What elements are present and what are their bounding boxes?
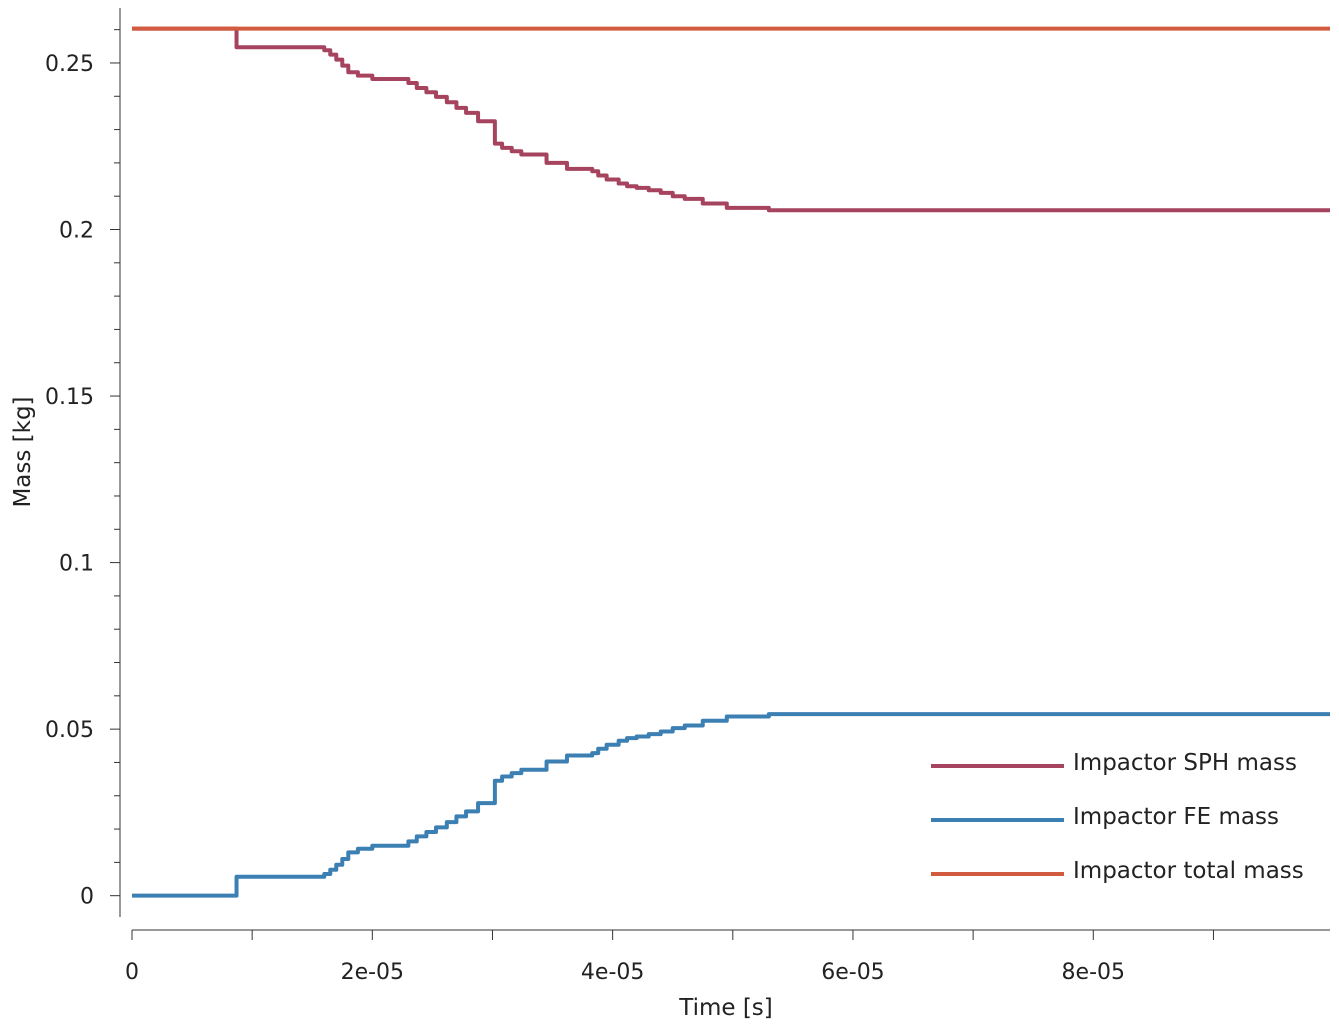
y-tick-label: 0.15: [45, 385, 94, 410]
series-line-1: [132, 26, 1330, 213]
y-tick-label: 0.2: [59, 219, 94, 244]
series-group: [132, 26, 1330, 898]
legend: Impactor SPH mass Impactor FE mass Impacto…: [931, 750, 1304, 884]
legend-label: Impactor FE mass: [1073, 804, 1279, 830]
x-tick-label: 4e-05: [581, 960, 644, 985]
x-axis: 0 2e-05 4e-05 6e-05 8e-05 Time [s]: [125, 929, 1330, 1021]
x-ticks: [131, 930, 1214, 940]
y-tick-label: 0: [80, 885, 94, 910]
y-tick-label: 0.05: [45, 718, 94, 743]
y-tick-labels: 0 0.05 0.1 0.15 0.2 0.25: [45, 52, 94, 910]
legend-label: Impactor SPH mass: [1073, 750, 1297, 776]
x-tick-label: 2e-05: [341, 960, 404, 985]
series-line-2: [132, 712, 1330, 898]
x-tick-label: 8e-05: [1062, 960, 1125, 985]
y-tick-label: 0.25: [45, 52, 94, 77]
y-ticks: [110, 29, 120, 897]
x-tick-labels: 0 2e-05 4e-05 6e-05 8e-05: [125, 960, 1125, 985]
x-tick-label: 6e-05: [821, 960, 884, 985]
y-axis-label: Mass [kg]: [10, 396, 36, 507]
y-tick-label: 0.1: [59, 552, 94, 577]
y-axis: 0 0.05 0.1 0.15 0.2 0.25 Mass [kg]: [10, 8, 121, 917]
x-axis-label: Time [s]: [678, 995, 773, 1021]
x-tick-label: 0: [125, 960, 139, 985]
legend-label: Impactor total mass: [1073, 858, 1304, 884]
